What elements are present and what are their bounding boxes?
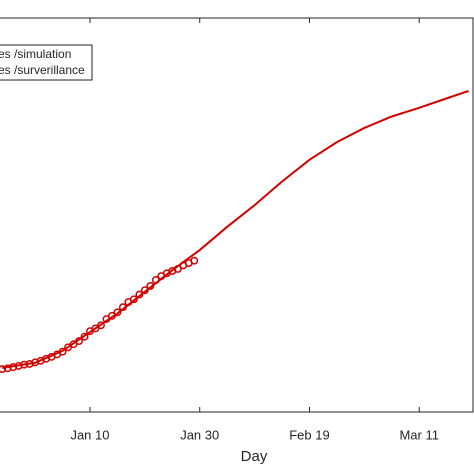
data-point	[190, 256, 199, 265]
legend-label: es /surverillance	[0, 63, 85, 77]
legend-label: es /simulation	[0, 47, 71, 61]
axis-box	[0, 17, 474, 413]
data-point	[20, 360, 29, 369]
data-point	[0, 365, 7, 374]
data-line	[2, 89, 469, 369]
legend: es /simulation es /surverillance	[0, 44, 93, 81]
x-tick-label: Feb 19	[289, 427, 329, 442]
data-point	[107, 311, 116, 320]
legend-box	[0, 44, 93, 81]
x-tick-label: Mar 11	[399, 427, 439, 442]
data-point	[140, 286, 149, 295]
data-point	[80, 332, 89, 341]
data-point	[135, 290, 144, 299]
data-point	[151, 276, 160, 284]
data-point	[113, 308, 122, 317]
data-point	[129, 295, 138, 304]
data-point	[58, 347, 67, 356]
data-point	[118, 303, 127, 312]
data-point	[173, 265, 182, 273]
x-axis-label: Day	[241, 448, 268, 465]
x-tick-label: Jan 30	[180, 427, 219, 442]
data-point	[75, 337, 83, 346]
data-point	[146, 281, 155, 290]
x-tick-label: Jan 10	[70, 427, 109, 442]
data-point	[97, 321, 105, 330]
